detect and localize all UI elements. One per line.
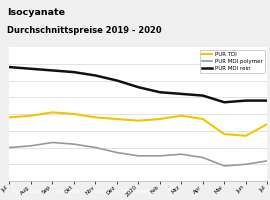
Text: Durchschnittspreise 2019 - 2020: Durchschnittspreise 2019 - 2020 [7, 26, 161, 35]
Text: Isocyanate: Isocyanate [7, 8, 65, 17]
Legend: PUR TDI, PUR MDI polymer, PUR MDI rein: PUR TDI, PUR MDI polymer, PUR MDI rein [200, 50, 265, 73]
Text: © 2020 Kunststoff Information, Bad Homburg - www.kiweb.de: © 2020 Kunststoff Information, Bad Hombu… [5, 189, 157, 194]
